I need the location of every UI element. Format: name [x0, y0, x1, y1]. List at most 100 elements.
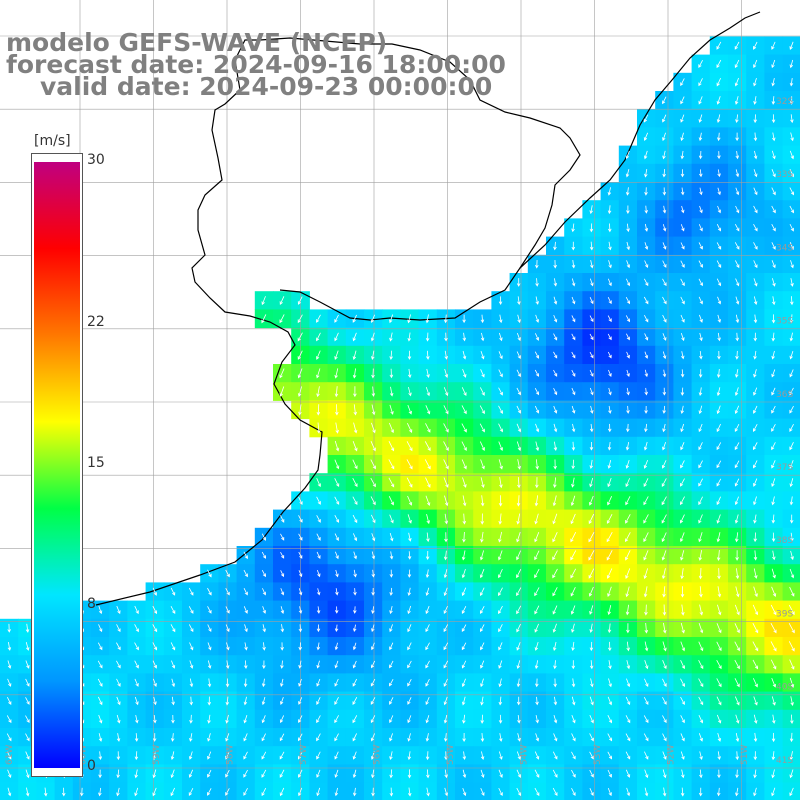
wind-vector-arrow: [498, 387, 503, 396]
wind-vector-arrow: [534, 769, 540, 778]
wind-vector-arrow: [25, 642, 30, 651]
wind-vector-arrow: [607, 460, 612, 469]
wind-vector-arrow: [98, 751, 103, 761]
wind-vector-arrow: [152, 587, 157, 596]
wind-vector-arrow: [407, 624, 412, 633]
wind-vector-arrow: [25, 733, 30, 742]
wind-vector-arrow: [516, 278, 521, 287]
wind-speed-cell: [782, 546, 800, 565]
wind-vector-arrow: [789, 732, 794, 743]
wind-vector-arrow: [6, 751, 12, 760]
wind-vector-arrow: [461, 441, 467, 451]
wind-vector-arrow: [516, 405, 521, 414]
wind-vector-arrow: [534, 405, 540, 414]
wind-vector-arrow: [334, 332, 339, 342]
wind-vector-arrow: [534, 641, 539, 651]
wind-vector-arrow: [370, 697, 376, 705]
wind-vector-arrow: [116, 787, 120, 797]
wind-vector-arrow: [588, 513, 595, 525]
wind-vector-arrow: [698, 696, 704, 706]
wind-vector-arrow: [734, 604, 740, 616]
wind-vector-arrow: [789, 78, 794, 87]
wind-vector-arrow: [98, 714, 103, 724]
wind-vector-arrow: [771, 696, 776, 706]
wind-speed-cell: [782, 273, 800, 292]
wind-vector-arrow: [789, 478, 794, 488]
wind-vector-arrow: [790, 132, 794, 142]
wind-vector-arrow: [644, 641, 649, 652]
wind-vector-arrow: [6, 715, 12, 724]
wind-vector-arrow: [170, 733, 175, 742]
wind-vector-arrow: [116, 660, 121, 669]
wind-vector-arrow: [171, 696, 175, 706]
wind-vector-arrow: [280, 660, 284, 669]
wind-vector-arrow: [461, 387, 467, 397]
wind-vector-arrow: [261, 769, 267, 778]
wind-vector-arrow: [552, 550, 558, 561]
wind-vector-arrow: [771, 369, 776, 378]
wind-vector-arrow: [716, 496, 721, 506]
wind-vector-arrow: [789, 677, 795, 688]
wind-vector-arrow: [662, 405, 666, 414]
wind-vector-arrow: [498, 351, 503, 360]
wind-vector-arrow: [516, 678, 521, 688]
wind-vector-arrow: [498, 660, 503, 669]
wind-vector-arrow: [353, 606, 357, 614]
wind-vector-arrow: [334, 386, 339, 398]
wind-vector-arrow: [789, 659, 795, 670]
wind-vector-arrow: [571, 441, 576, 451]
wind-vector-arrow: [735, 787, 739, 797]
latitude-label: 34S: [776, 243, 793, 253]
wind-vector-arrow: [698, 224, 703, 232]
wind-vector-arrow: [298, 715, 303, 724]
wind-vector-arrow: [735, 187, 740, 196]
wind-vector-arrow: [716, 132, 721, 142]
wind-vector-arrow: [753, 132, 758, 142]
wind-vector-arrow: [152, 769, 157, 779]
wind-vector-arrow: [353, 404, 358, 416]
wind-vector-arrow: [589, 333, 594, 341]
wind-vector-arrow: [570, 531, 577, 543]
wind-vector-arrow: [643, 514, 649, 524]
wind-vector-arrow: [244, 642, 248, 651]
wind-vector-arrow: [699, 586, 703, 598]
wind-vector-arrow: [480, 714, 485, 724]
wind-vector-arrow: [661, 568, 666, 580]
wind-vector-arrow: [480, 351, 485, 360]
wind-vector-arrow: [680, 369, 685, 378]
wind-vector-arrow: [279, 697, 284, 705]
wind-vector-arrow: [643, 460, 649, 469]
wind-vector-arrow: [461, 568, 466, 579]
wind-vector-arrow: [498, 369, 503, 378]
wind-vector-arrow: [570, 550, 577, 561]
wind-vector-arrow: [353, 569, 357, 578]
wind-vector-arrow: [280, 515, 285, 523]
wind-vector-arrow: [643, 568, 649, 580]
wind-vector-arrow: [680, 114, 685, 123]
wind-vector-arrow: [753, 41, 758, 50]
longitude-label: 60W: [79, 745, 89, 765]
wind-vector-arrow: [789, 350, 794, 360]
wind-vector-arrow: [699, 187, 703, 196]
wind-vector-arrow: [535, 296, 539, 305]
wind-vector-arrow: [789, 187, 794, 196]
wind-vector-arrow: [607, 769, 612, 778]
wind-vector-arrow: [334, 440, 340, 452]
wind-vector-arrow: [717, 733, 722, 742]
wind-vector-arrow: [425, 733, 430, 742]
wind-vector-arrow: [517, 314, 521, 324]
wind-vector-arrow: [699, 332, 703, 342]
wind-vector-arrow: [352, 314, 357, 323]
wind-vector-arrow: [699, 205, 703, 214]
wind-vector-arrow: [480, 495, 485, 507]
wind-vector-arrow: [134, 733, 139, 742]
wind-vector-arrow: [553, 477, 557, 489]
wind-vector-arrow: [680, 696, 685, 706]
wind-vector-arrow: [771, 96, 776, 105]
wind-vector-arrow: [225, 733, 230, 742]
wind-vector-arrow: [406, 459, 413, 470]
wind-vector-arrow: [171, 678, 176, 688]
wind-vector-arrow: [771, 169, 776, 178]
wind-vector-arrow: [662, 787, 667, 797]
wind-vector-arrow: [298, 570, 303, 578]
